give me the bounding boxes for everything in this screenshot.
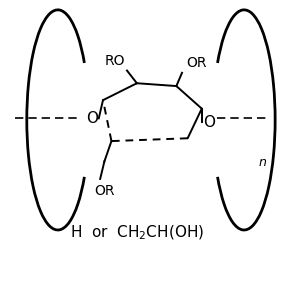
Text: n: n — [258, 156, 266, 169]
Text: O: O — [203, 115, 215, 130]
Text: RO: RO — [105, 54, 125, 68]
Text: O: O — [87, 111, 99, 126]
Text: H  or  CH$_2$CH(OH): H or CH$_2$CH(OH) — [70, 224, 204, 242]
Text: OR: OR — [94, 184, 115, 198]
Text: OR: OR — [186, 56, 207, 70]
